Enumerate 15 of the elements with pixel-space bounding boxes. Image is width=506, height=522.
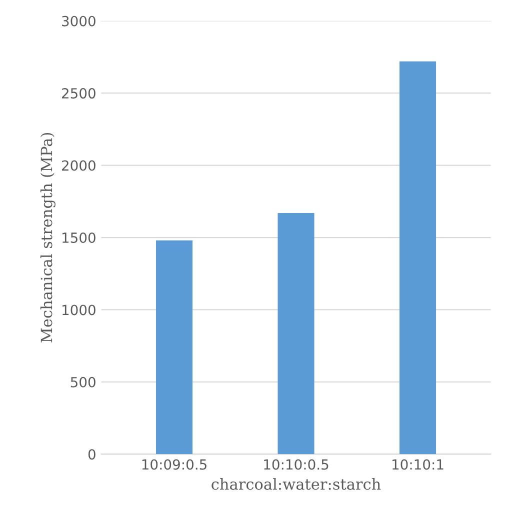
y-tick-label: 2500 (62, 88, 96, 99)
y-axis-title: Mechanical strength (MPa) (40, 133, 56, 342)
bar (156, 240, 193, 454)
y-tick-label: 2000 (62, 160, 96, 171)
y-tick-label: 500 (70, 376, 96, 388)
x-tick-label: 10:10:0.5 (264, 459, 328, 470)
bar (400, 61, 436, 454)
x-tick-label: 10:09:0.5 (142, 459, 206, 470)
x-axis-title: charcoal:water:starch (212, 478, 381, 490)
y-tick-label: 1000 (62, 304, 96, 316)
y-tick-label: 3000 (62, 16, 96, 26)
x-tick-label: 10:10:1 (392, 459, 444, 470)
y-tick-label: 0 (88, 449, 96, 460)
y-tick-label: 1500 (62, 232, 96, 243)
bar (278, 212, 314, 454)
